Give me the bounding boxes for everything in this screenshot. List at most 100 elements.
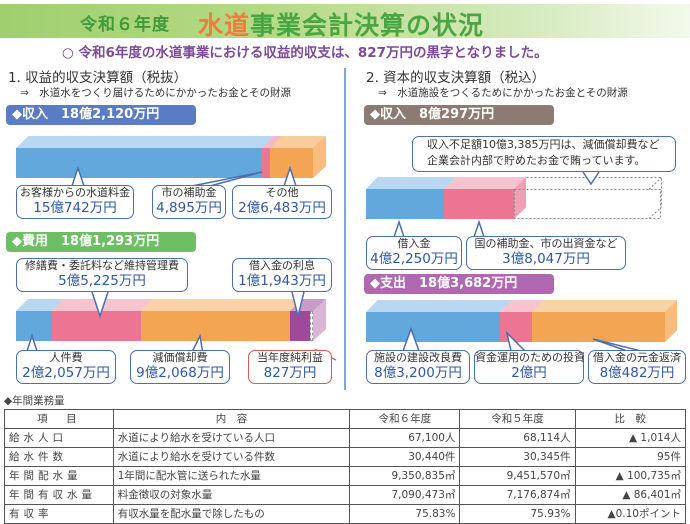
cell-r6: 75.83% xyxy=(349,504,461,524)
segment-loans xyxy=(366,189,444,219)
callout-investment: 資金運用のための投資 2億円 xyxy=(474,350,585,384)
callout-label: 借入金 xyxy=(397,237,431,250)
segment-depreciation xyxy=(141,311,290,341)
bar-top-face-blue xyxy=(366,177,456,189)
callout-value: 2億2,057万円 xyxy=(22,365,110,381)
table-header-row: 項 目 内 容 令和６年度 令和５年度 比 較 xyxy=(4,409,687,429)
annual-operations-table: 項 目 内 容 令和６年度 令和５年度 比 較 給水人口 水道により給水を受けて… xyxy=(4,409,687,524)
callout-city-subsidy: 市の補助金 4,895万円 xyxy=(152,185,226,219)
cell-item: 有収率 xyxy=(4,504,114,524)
header-item: 項 目 xyxy=(4,409,114,429)
cell-r5: 9,451,570㎥ xyxy=(459,466,576,486)
segment-national-subsidy xyxy=(444,189,514,219)
cell-r6: 9,350,835㎥ xyxy=(349,466,461,486)
callout-label: 施設の建設改良費 xyxy=(374,351,462,364)
callout-label: 借入金の元金返済 xyxy=(593,351,681,364)
callout-label: 市の補助金 xyxy=(161,186,217,199)
callout-interest: 借入金の利息 1億1,943万円 xyxy=(232,258,332,292)
section2-income-bar xyxy=(366,177,662,219)
note-line: 企業会計内部で貯めたお金で賄っています。 xyxy=(427,154,646,167)
section1-subtitle: ⇒ 水道水をつくり届けるためにかかったお金とその財源 xyxy=(20,87,291,99)
cell-content: 料金徴収の対象水量 xyxy=(112,485,351,505)
callout-value: 4,895万円 xyxy=(156,200,222,216)
bar-top-face-blue xyxy=(366,300,512,312)
section2-title: 2. 資本的収支決算額（税込） xyxy=(366,70,546,86)
callout-principal-repayment: 借入金の元金返済 8億482万円 xyxy=(588,350,686,384)
callout-value: 8億3,200万円 xyxy=(374,365,462,381)
segment-investment xyxy=(500,312,532,342)
callout-value: 827万円 xyxy=(263,365,317,381)
bar-top-face-orange xyxy=(270,136,326,148)
callout-label: 当年度純利益 xyxy=(257,351,323,364)
segment-interest xyxy=(290,311,310,341)
cell-item: 給水件数 xyxy=(4,447,114,467)
callout-label: お客様からの水道料金 xyxy=(20,186,130,199)
cell-content: 水道により給水を受けている件数 xyxy=(112,447,351,467)
callout-value: 3億8,047万円 xyxy=(502,251,590,267)
callout-label: その他 xyxy=(265,186,299,199)
segment-principal-repayment xyxy=(532,312,665,342)
cell-compare: ▲ 1,014人 xyxy=(574,428,687,448)
cell-item: 年間有収水量 xyxy=(4,485,114,505)
section2-income-pill: ◆収入 8億297万円 xyxy=(364,105,554,125)
bar-top-face-blue xyxy=(16,299,64,311)
callout-label: 人件費 xyxy=(49,351,83,364)
segment-maintenance xyxy=(52,311,141,341)
callout-water-fees: お客様からの水道料金 15億742万円 xyxy=(16,185,134,219)
cell-r6: 30,440件 xyxy=(349,447,461,467)
segment-city-subsidy xyxy=(262,148,270,178)
callout-label: 国の補助金、市の出資金など xyxy=(474,237,618,250)
cell-r5: 7,176,874㎥ xyxy=(459,485,576,505)
table-row: 有収率 有収水量を配水量で除したもの 75.83% 75.93% ▲0.10ポイ… xyxy=(4,504,687,524)
callout-depreciation: 減価償却費 9億2,068万円 xyxy=(130,350,230,384)
segment-water-fees xyxy=(16,148,262,178)
segment-construction xyxy=(366,312,500,342)
callout-shortfall-note: 収入不足額10億3,385万円は、減価償却費など 企業会計内部で貯めたお金で賄っ… xyxy=(412,136,676,172)
title-banner: 令和６年度 水道事業会計決算の状況 xyxy=(0,4,690,40)
table-row: 給水人口 水道により給水を受けている人口 67,100人 68,114人 ▲ 1… xyxy=(4,428,687,448)
callout-national-subsidy: 国の補助金、市の出資金など 3億8,047万円 xyxy=(466,236,626,270)
cell-content: 有収水量を配水量で除したもの xyxy=(112,504,351,524)
page-title: 水道事業会計決算の状況 xyxy=(198,11,485,40)
cell-compare: ▲ 100,735㎥ xyxy=(574,466,687,486)
bar-side-face xyxy=(665,300,677,342)
cell-r5: 30,345件 xyxy=(459,447,576,467)
table-title: ◆年間業務量 xyxy=(4,395,65,407)
cell-r6: 67,100人 xyxy=(349,428,461,448)
callout-loans: 借入金 4億2,250万円 xyxy=(366,236,462,270)
cell-r5: 68,114人 xyxy=(459,428,576,448)
callout-label: 減価償却費 xyxy=(152,351,208,364)
segment-net-profit xyxy=(310,311,313,341)
callout-value: 1億1,943万円 xyxy=(238,273,326,289)
callout-value: 5億5,225万円 xyxy=(58,273,146,289)
cell-compare: 95件 xyxy=(574,447,687,467)
note-line: 収入不足額10億3,385万円は、減価償却費など xyxy=(427,138,660,151)
cell-compare: ▲ 86,401㎥ xyxy=(574,485,687,505)
bar-side-face xyxy=(313,299,326,341)
table-row: 給水件数 水道により給水を受けている件数 30,440件 30,345件 95件 xyxy=(4,447,687,467)
section2-expense-bar xyxy=(366,300,677,342)
section1-expense-pill: ◆費用 18億1,293万円 xyxy=(6,232,196,252)
callout-value: 4億2,250万円 xyxy=(370,251,458,267)
section1-title: 1. 収益的収支決算額（税抜） xyxy=(8,70,188,86)
callout-value: 2億6,483万円 xyxy=(238,200,326,216)
section2-subtitle: ⇒ 水道施設をつくるためにかかったお金とその財源 xyxy=(378,87,628,99)
bar-side-face xyxy=(514,177,526,219)
income1-pointers xyxy=(71,165,297,187)
cell-content: 水道により給水を受けている人口 xyxy=(112,428,351,448)
callout-construction: 施設の建設改良費 8億3,200万円 xyxy=(366,350,470,384)
callout-label: 借入金の利息 xyxy=(249,259,315,272)
callout-label: 修繕費・委託料など維持管理費 xyxy=(25,259,179,272)
section2-expense-pill: ◆支出 18億3,682万円 xyxy=(364,274,554,294)
bar-top-face-pink xyxy=(500,300,544,312)
cell-item: 年間配水量 xyxy=(4,466,114,486)
bar-side-face xyxy=(313,136,326,178)
shortfall-dotted-box xyxy=(514,177,662,219)
callout-other: その他 2億6,483万円 xyxy=(232,185,332,219)
callout-value: 8億482万円 xyxy=(599,365,675,381)
cell-compare: ▲0.10ポイント xyxy=(574,504,687,524)
callout-value: 2億円 xyxy=(511,365,547,381)
callout-personnel: 人件費 2億2,057万円 xyxy=(16,350,116,384)
segment-personnel xyxy=(16,311,52,341)
lead-summary: ○ 令和6年度の水道事業における収益的収支は、827万円の黒字となりました。 xyxy=(62,45,548,61)
